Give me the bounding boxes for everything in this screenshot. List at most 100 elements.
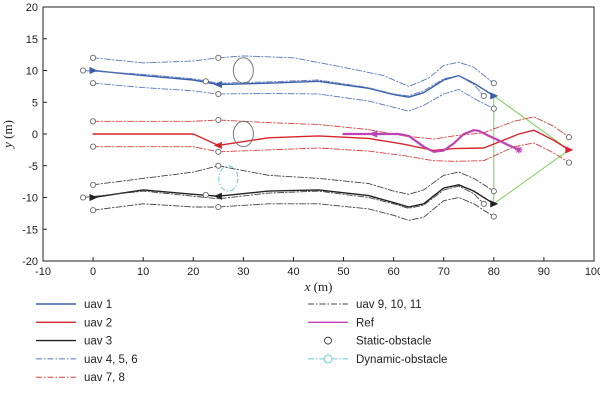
direction-arrow-7 [213,192,222,200]
formation-link-1 [493,95,570,151]
series-uav1-line [92,69,495,98]
waypoint-marker-3 [90,80,97,87]
waypoint-marker-12 [215,116,222,124]
x-tick-label: 80 [488,266,500,278]
legend: uav 1 uav 2 uav 3 uav 4, 5, 6 uav 7, 8 uav 9,… [36,299,447,384]
x-axis-unit: (m) [310,279,332,294]
waypoint-marker-24 [490,213,497,220]
series-uav91011-line-1 [92,165,495,195]
legend-entry-uav78: uav 7, 8 [36,372,125,384]
series-uav456-line-3 [92,82,495,112]
series-uav456-line-2 [82,70,485,97]
legend-label: Static-obstacle [356,336,431,348]
x-tick-label: 40 [287,266,299,278]
direction-arrow-9 [369,130,378,138]
direction-arrow-6 [89,193,98,202]
series-uav456-line-1 [92,55,495,87]
static-obstacle-1 [232,57,254,84]
legend-entry-uav3: uav 3 [36,336,112,348]
legend-label: uav 9, 10, 11 [356,299,422,311]
waypoint-marker-22 [490,188,497,195]
y-tick-label: 0 [32,129,38,141]
legend-swatch [324,336,332,345]
axis-ticks: -10 0 10 20 30 40 50 60 70 80 90 100 -20 -15 -10 -5 0 5 10… [22,2,600,278]
waypoint-marker-7 [80,194,87,201]
y-axis-variable: y [0,142,15,150]
legend-label: uav 2 [84,317,112,329]
waypoint-marker-20 [565,134,573,141]
x-tick-label: 30 [237,266,249,278]
formation-link-2 [493,149,570,205]
direction-arrow-8 [490,200,499,208]
waypoint-marker-2 [80,67,87,74]
series-uav2-line [92,129,570,152]
direction-arrow-3 [490,92,499,100]
legend-entry-uav1: uav 1 [36,299,112,311]
waypoint-marker-21 [565,159,573,166]
legend-entry-ref: Ref [308,317,375,329]
legend-swatch [323,354,333,364]
waypoint-marker-10 [202,78,209,85]
x-tick-label: 70 [438,266,450,278]
series-uav78-line-2 [92,142,570,164]
x-tick-label: 60 [388,266,400,278]
direction-arrow-1 [89,66,98,75]
x-tick-label: 10 [137,266,149,278]
series-uav78-line-1 [92,116,570,140]
legend-label: Ref [356,317,375,329]
waypoint-marker-8 [90,207,97,214]
legend-label: uav 3 [84,336,112,348]
waypoint-marker-18 [480,92,487,99]
waypoint-marker-14 [215,162,222,169]
y-tick-label: -20 [22,256,38,268]
series-ref-line [342,129,521,153]
waypoint-marker-4 [90,118,97,125]
waypoint-marker-17 [490,80,497,87]
direction-arrow-5 [565,146,574,154]
y-tick-label: 10 [26,66,38,78]
waypoint-marker-1 [90,54,97,61]
legend-entry-static_obstacle: Static-obstacle [324,336,431,348]
y-tick-label: 5 [32,97,38,109]
y-axis-unit: (m) [0,120,15,142]
y-tick-label: -5 [28,161,38,173]
legend-label: uav 4, 5, 6 [84,354,138,366]
x-tick-label: 90 [538,266,550,278]
series-uav91011-line-2 [82,185,485,209]
y-tick-label: -10 [22,193,38,205]
legend-entry-dynamic_obstacle: Dynamic-obstacle [308,354,447,366]
series-uav91011-line-3 [92,197,495,221]
legend-label: uav 1 [84,299,112,311]
dynamic-obstacle [218,165,239,192]
waypoint-marker-13 [215,148,222,155]
direction-arrow-4 [213,141,222,150]
waypoint-marker-15 [202,191,209,199]
waypoint-marker-9 [215,54,222,61]
x-tick-label: -10 [35,266,51,278]
waypoint-marker-19 [490,105,497,112]
legend-entry-uav2: uav 2 [36,317,112,329]
y-axis-label: y (m) [0,120,15,150]
x-tick-label: 100 [585,266,600,278]
legend-label: Dynamic-obstacle [356,354,447,366]
x-tick-label: 50 [337,266,349,278]
waypoint-marker-23 [480,200,487,207]
waypoint-marker-5 [90,143,97,150]
x-axis-variable: x [304,279,311,294]
legend-entry-uav456: uav 4, 5, 6 [36,354,138,366]
waypoint-marker-6 [90,181,97,188]
legend-entry-uav91011: uav 9, 10, 11 [308,299,422,311]
y-tick-label: 15 [26,34,38,46]
x-tick-label: 0 [90,266,96,278]
waypoint-marker-16 [215,203,222,211]
static-obstacle-2 [232,120,254,148]
x-axis-label: x (m) [304,279,333,294]
waypoint-marker-11 [215,90,222,98]
y-tick-label: 20 [26,2,38,14]
ref-end-marker [515,146,523,154]
legend-label: uav 7, 8 [84,372,125,384]
y-tick-label: -15 [22,224,38,236]
direction-arrow-2 [213,80,222,89]
x-tick-label: 20 [187,266,199,278]
